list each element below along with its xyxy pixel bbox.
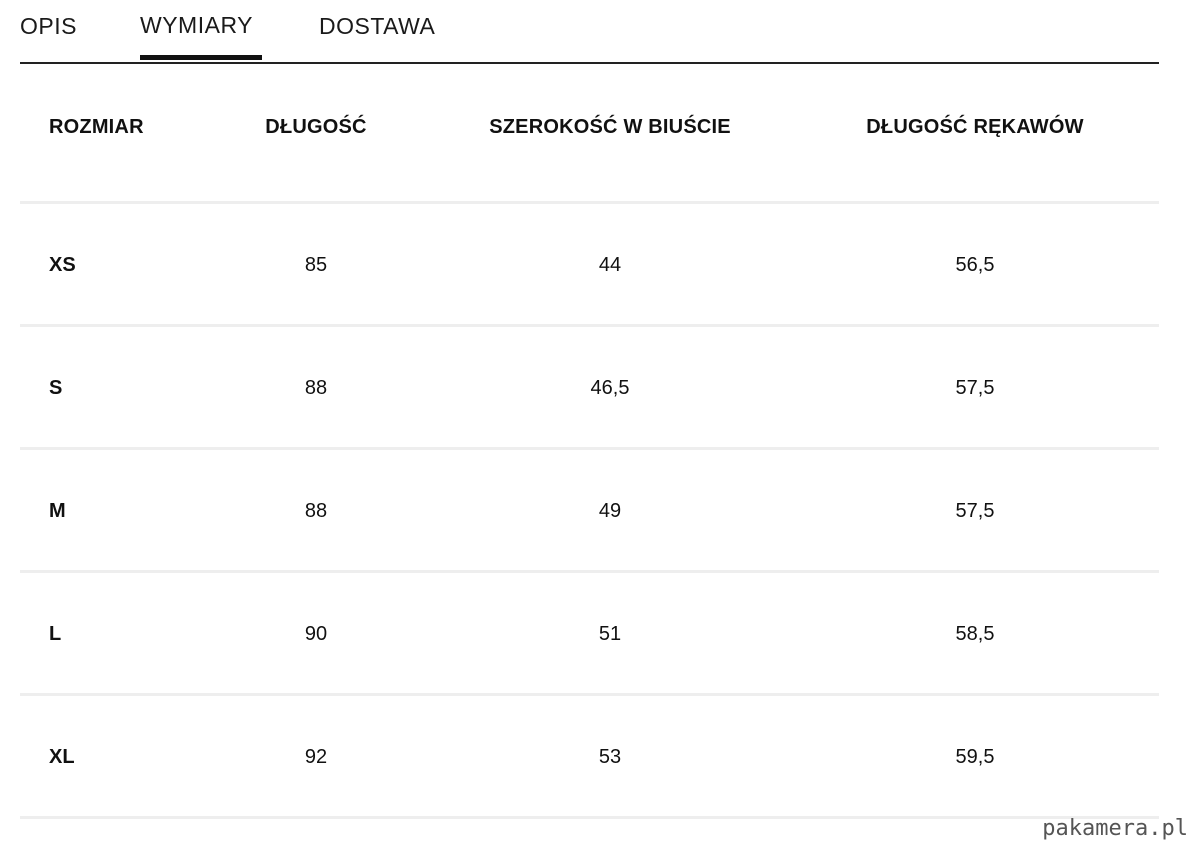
tab-bar: OPIS WYMIARY DOSTAWA (20, 0, 1159, 64)
length-cell: 85 (304, 253, 328, 276)
sleeve-length-cell: 59,5 (955, 745, 995, 768)
pakamera-watermark: pakamera.pl (1042, 816, 1188, 841)
tab-wymiary[interactable]: WYMIARY (140, 12, 253, 38)
size-cell: XS (49, 253, 76, 276)
header-rozmiar: ROZMIAR (49, 116, 144, 138)
sleeve-length-cell: 58,5 (955, 622, 995, 645)
size-cell: L (49, 622, 62, 645)
table-header-row: ROZMIAR DŁUGOŚĆ SZEROKOŚĆ W BIUŚCIE DŁUG… (20, 62, 1159, 204)
length-cell: 88 (304, 499, 328, 522)
table-row: XL 92 53 59,5 (20, 696, 1159, 819)
size-cell: XL (49, 745, 75, 768)
size-cell: S (49, 376, 63, 399)
length-cell: 92 (304, 745, 328, 768)
bust-width-cell: 49 (598, 499, 622, 522)
tab-dostawa[interactable]: DOSTAWA (319, 13, 436, 39)
size-table: ROZMIAR DŁUGOŚĆ SZEROKOŚĆ W BIUŚCIE DŁUG… (20, 62, 1159, 819)
table-row: XS 85 44 56,5 (20, 204, 1159, 327)
header-dlugosc-rekawow: DŁUGOŚĆ RĘKAWÓW (866, 116, 1084, 138)
header-dlugosc: DŁUGOŚĆ (265, 116, 367, 138)
bust-width-cell: 46,5 (590, 376, 630, 399)
sleeve-length-cell: 57,5 (955, 499, 995, 522)
length-cell: 90 (304, 622, 328, 645)
table-row: M 88 49 57,5 (20, 450, 1159, 573)
table-row: L 90 51 58,5 (20, 573, 1159, 696)
tab-opis[interactable]: OPIS (20, 13, 77, 39)
bust-width-cell: 44 (598, 253, 622, 276)
sleeve-length-cell: 56,5 (955, 253, 995, 276)
size-cell: M (49, 499, 66, 522)
active-tab-indicator (140, 55, 262, 60)
header-szerokosc-w-biuscie: SZEROKOŚĆ W BIUŚCIE (489, 116, 731, 138)
bust-width-cell: 51 (598, 622, 622, 645)
bust-width-cell: 53 (598, 745, 622, 768)
table-row: S 88 46,5 57,5 (20, 327, 1159, 450)
length-cell: 88 (304, 376, 328, 399)
sleeve-length-cell: 57,5 (955, 376, 995, 399)
